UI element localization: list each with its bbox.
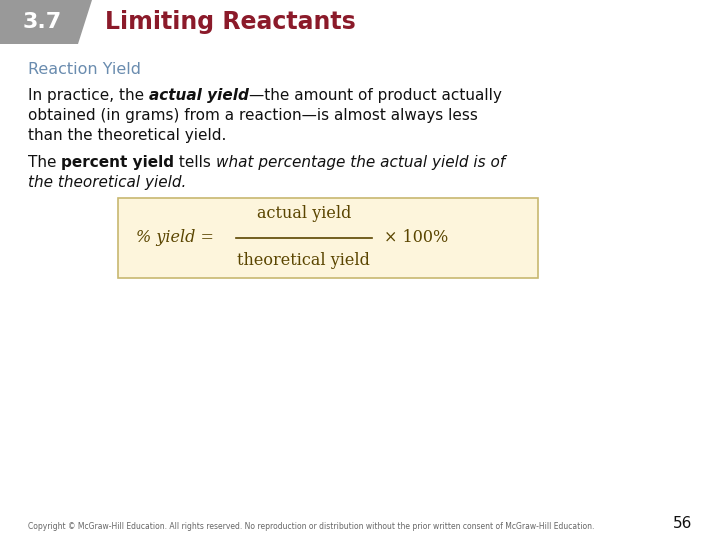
Polygon shape (0, 0, 92, 44)
Text: obtained (in grams) from a reaction—is almost always less: obtained (in grams) from a reaction—is a… (28, 108, 478, 123)
Text: × 100%: × 100% (384, 230, 448, 246)
Text: actual yield: actual yield (149, 88, 249, 103)
Text: % yield =: % yield = (136, 230, 214, 246)
Text: 3.7: 3.7 (22, 12, 62, 32)
Text: percent yield: percent yield (61, 155, 174, 170)
Text: —the amount of product actually: —the amount of product actually (249, 88, 502, 103)
Text: tells: tells (174, 155, 216, 170)
Text: Reaction Yield: Reaction Yield (28, 62, 141, 77)
Text: theoretical yield: theoretical yield (238, 252, 370, 269)
Text: actual yield: actual yield (257, 205, 351, 222)
Text: what percentage the actual yield is of: what percentage the actual yield is of (216, 155, 505, 170)
FancyBboxPatch shape (118, 198, 538, 278)
Text: 56: 56 (672, 516, 692, 531)
Text: The: The (28, 155, 61, 170)
Text: than the theoretical yield.: than the theoretical yield. (28, 128, 226, 143)
Text: the theoretical yield.: the theoretical yield. (28, 175, 186, 190)
Text: Limiting Reactants: Limiting Reactants (105, 10, 356, 34)
Text: In practice, the: In practice, the (28, 88, 149, 103)
Text: Copyright © McGraw-Hill Education. All rights reserved. No reproduction or distr: Copyright © McGraw-Hill Education. All r… (28, 522, 595, 531)
